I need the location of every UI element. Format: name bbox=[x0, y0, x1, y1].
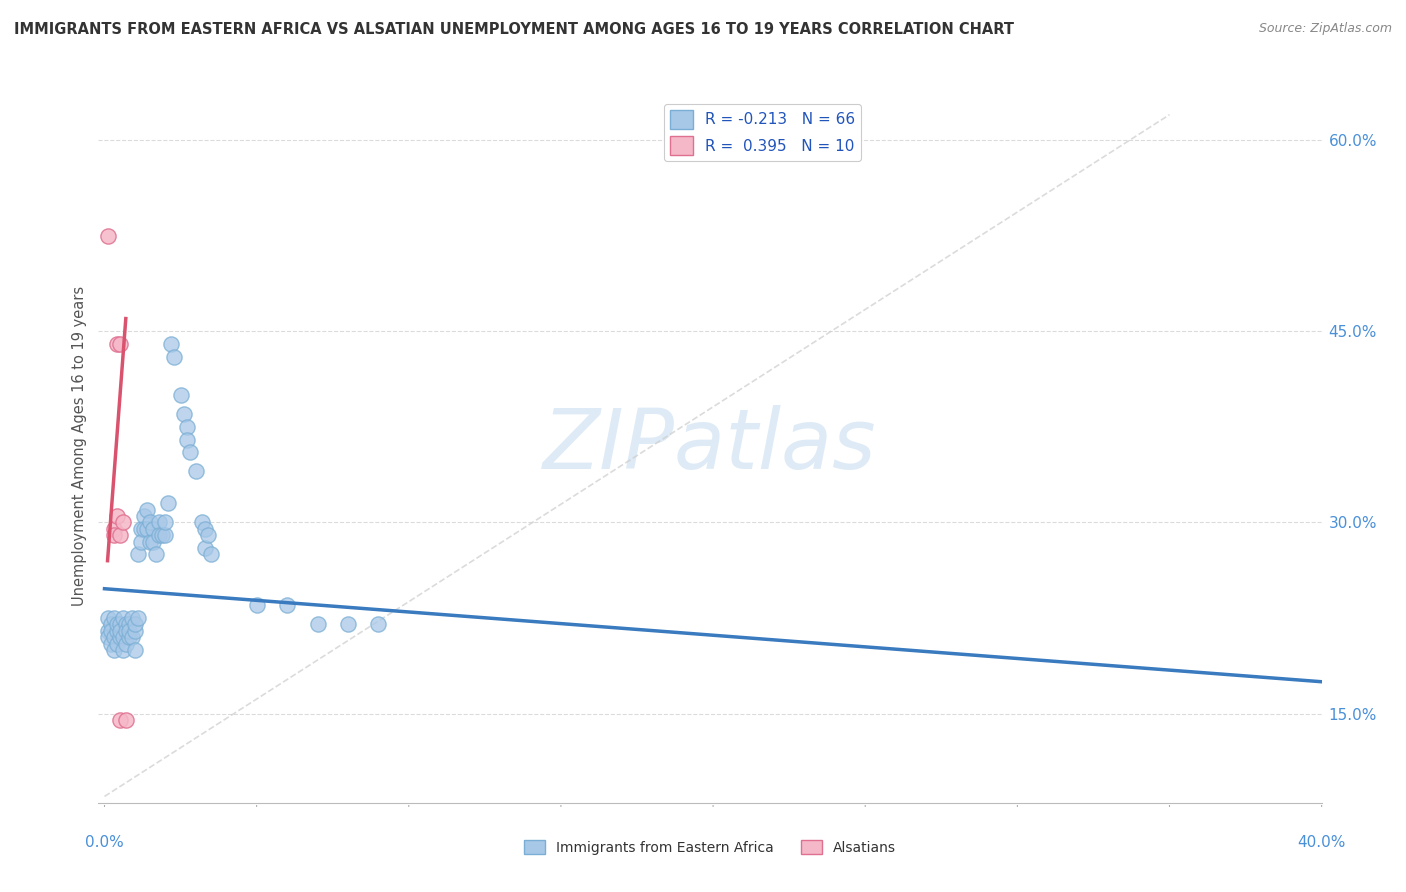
Point bbox=[103, 630, 125, 644]
Text: IMMIGRANTS FROM EASTERN AFRICA VS ALSATIAN UNEMPLOYMENT AMONG AGES 16 TO 19 YEAR: IMMIGRANTS FROM EASTERN AFRICA VS ALSATI… bbox=[14, 22, 1014, 37]
Point bbox=[124, 643, 146, 657]
Point bbox=[150, 528, 173, 542]
Point bbox=[103, 528, 125, 542]
Point bbox=[155, 516, 177, 530]
Text: 0.0%: 0.0% bbox=[86, 835, 124, 850]
Point bbox=[148, 516, 170, 530]
Point bbox=[100, 636, 122, 650]
Point bbox=[191, 516, 214, 530]
Point bbox=[194, 541, 217, 555]
Point bbox=[184, 465, 207, 479]
Point bbox=[105, 624, 128, 638]
Point bbox=[105, 617, 128, 632]
Point bbox=[111, 643, 134, 657]
Point bbox=[124, 617, 146, 632]
Point bbox=[105, 636, 128, 650]
Point bbox=[108, 617, 131, 632]
Point bbox=[121, 611, 143, 625]
Point bbox=[139, 534, 162, 549]
Legend: Immigrants from Eastern Africa, Alsatians: Immigrants from Eastern Africa, Alsatian… bbox=[519, 834, 901, 860]
Point bbox=[173, 407, 195, 421]
Point bbox=[103, 643, 125, 657]
Point bbox=[367, 617, 389, 632]
Text: ZIPatlas: ZIPatlas bbox=[543, 406, 877, 486]
Point bbox=[100, 617, 122, 632]
Point bbox=[200, 547, 222, 561]
Point bbox=[100, 624, 122, 638]
Point bbox=[105, 509, 128, 524]
Point bbox=[127, 547, 149, 561]
Point bbox=[103, 522, 125, 536]
Point bbox=[139, 516, 162, 530]
Point bbox=[114, 617, 136, 632]
Point bbox=[114, 636, 136, 650]
Point bbox=[96, 611, 118, 625]
Point bbox=[118, 630, 141, 644]
Point bbox=[124, 624, 146, 638]
Point bbox=[108, 337, 131, 351]
Point bbox=[246, 599, 269, 613]
Point bbox=[163, 350, 186, 364]
Point bbox=[145, 547, 167, 561]
Point bbox=[118, 624, 141, 638]
Point bbox=[136, 502, 159, 516]
Point bbox=[157, 496, 180, 510]
Point bbox=[127, 611, 149, 625]
Point bbox=[103, 611, 125, 625]
Point bbox=[197, 528, 219, 542]
Y-axis label: Unemployment Among Ages 16 to 19 years: Unemployment Among Ages 16 to 19 years bbox=[72, 286, 87, 606]
Point bbox=[105, 337, 128, 351]
Point bbox=[96, 624, 118, 638]
Point bbox=[129, 522, 152, 536]
Point bbox=[169, 388, 191, 402]
Text: 40.0%: 40.0% bbox=[1298, 835, 1346, 850]
Point bbox=[108, 528, 131, 542]
Point bbox=[336, 617, 359, 632]
Point bbox=[96, 630, 118, 644]
Point bbox=[118, 617, 141, 632]
Point bbox=[179, 445, 201, 459]
Point bbox=[111, 516, 134, 530]
Point bbox=[114, 624, 136, 638]
Point bbox=[176, 433, 198, 447]
Point bbox=[108, 624, 131, 638]
Point bbox=[121, 630, 143, 644]
Point bbox=[132, 522, 155, 536]
Point bbox=[160, 337, 183, 351]
Point bbox=[176, 420, 198, 434]
Point bbox=[108, 630, 131, 644]
Point bbox=[96, 228, 118, 243]
Point bbox=[108, 713, 131, 727]
Text: Source: ZipAtlas.com: Source: ZipAtlas.com bbox=[1258, 22, 1392, 36]
Point bbox=[111, 630, 134, 644]
Point bbox=[136, 522, 159, 536]
Point bbox=[114, 713, 136, 727]
Point bbox=[155, 528, 177, 542]
Point bbox=[276, 599, 298, 613]
Point bbox=[148, 528, 170, 542]
Point bbox=[194, 522, 217, 536]
Point bbox=[129, 534, 152, 549]
Point bbox=[142, 522, 165, 536]
Point bbox=[111, 611, 134, 625]
Point bbox=[142, 534, 165, 549]
Point bbox=[132, 509, 155, 524]
Point bbox=[307, 617, 329, 632]
